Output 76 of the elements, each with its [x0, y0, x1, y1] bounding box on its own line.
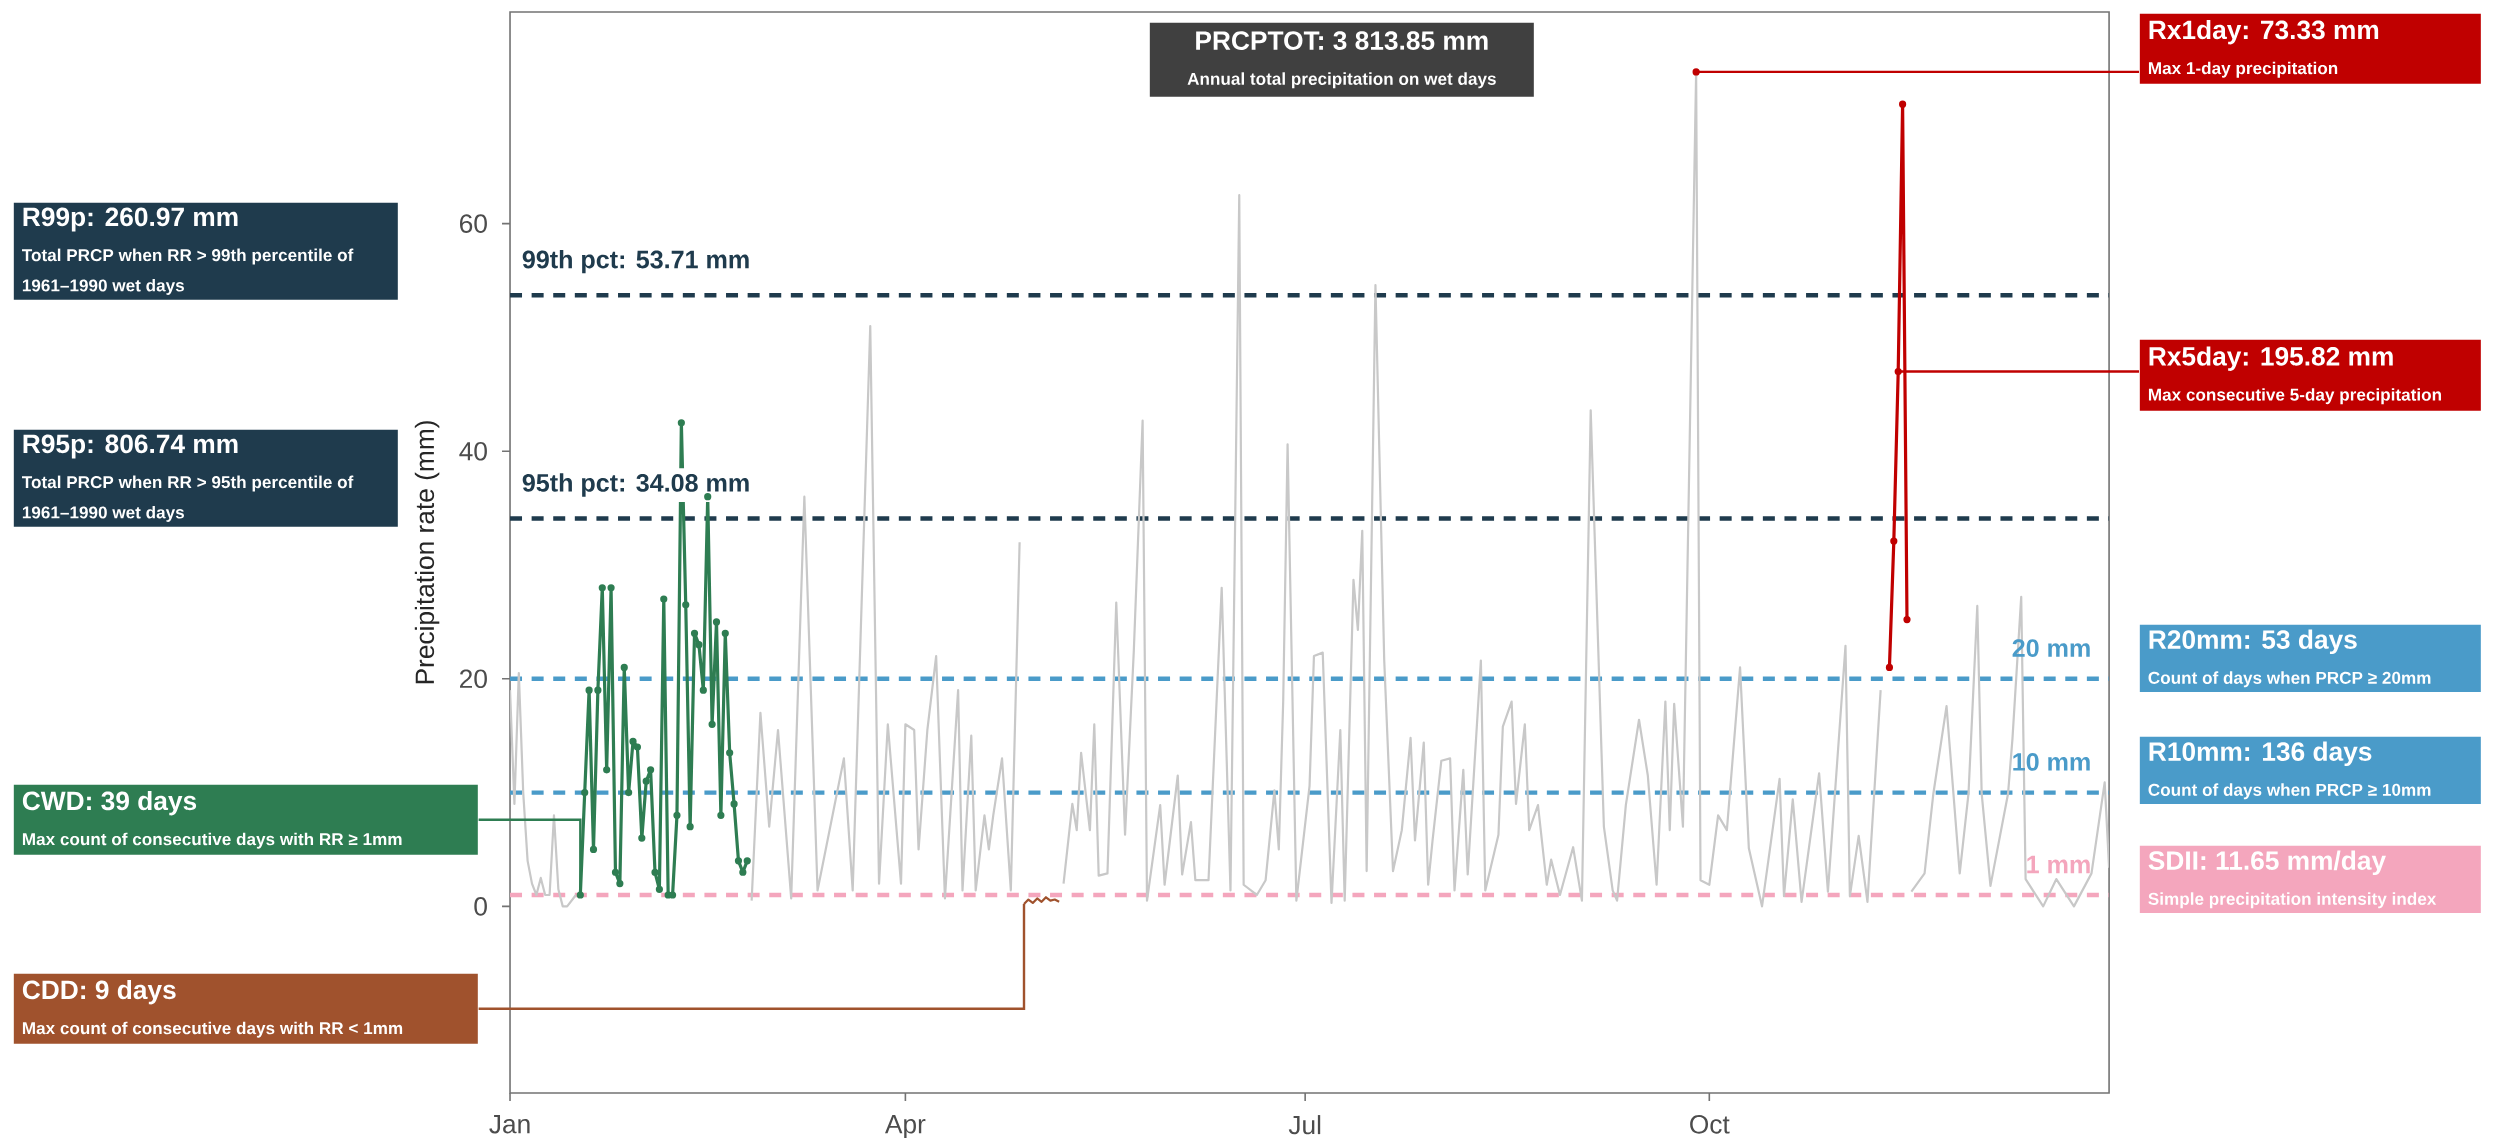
point — [1692, 68, 1700, 76]
point — [651, 868, 659, 876]
annotation: Rx1day: 73.33 mm — [2149, 19, 2379, 45]
point — [686, 823, 694, 831]
y-axis-title: Precipitation rate (mm) — [414, 421, 440, 684]
text: Count of days when PRCP ≥ 10mm — [2148, 783, 2431, 800]
y-tick-label: 0 — [474, 897, 487, 916]
point — [739, 868, 747, 876]
point — [633, 743, 642, 751]
ref-line-label: 99th pct: 53.71 mm — [522, 249, 749, 274]
point — [581, 788, 589, 797]
point — [1899, 100, 1907, 108]
text: Max 1-day precipitation — [2148, 61, 2338, 78]
point — [699, 686, 707, 694]
ref-line-label: 95th pct: 34.08 mm — [522, 473, 749, 497]
point — [620, 663, 628, 671]
point — [660, 595, 668, 603]
ref-line-label: 10 mm — [2013, 752, 2090, 771]
point — [673, 811, 681, 819]
point — [576, 891, 584, 899]
text: Count of days when PRCP ≥ 20mm — [2148, 671, 2431, 688]
point — [642, 777, 650, 785]
point — [625, 788, 633, 797]
point — [708, 720, 716, 728]
y-tick-label: 60 — [460, 214, 487, 233]
point — [1890, 537, 1898, 545]
annotation: PRCPTOT: 3 813.85 mm — [1196, 31, 1488, 50]
point — [607, 584, 615, 592]
point — [682, 601, 690, 609]
x-tick-label: Apr — [884, 1115, 926, 1138]
x-tick-label: Jul — [1288, 1115, 1321, 1135]
point — [585, 686, 593, 694]
point — [730, 800, 738, 808]
point — [704, 493, 712, 501]
point — [629, 737, 637, 745]
text: R99p: 260.97 mm — [23, 207, 238, 232]
point — [712, 618, 721, 626]
point — [1903, 616, 1911, 624]
text: Max consecutive 5-day precipitation — [2148, 388, 2441, 405]
point — [594, 686, 602, 694]
text: R20mm: 53 days — [2149, 629, 2357, 655]
point — [734, 857, 743, 865]
point — [690, 629, 699, 637]
point — [603, 766, 611, 774]
annotation: Rx5day: 195.82 mm — [2149, 346, 2393, 371]
point — [677, 419, 685, 427]
point — [638, 834, 646, 842]
text: SDII: 11.65 mm/day — [2148, 850, 2386, 876]
point — [743, 857, 751, 865]
text: Total PRCP when RR > 95th percentile of 1961–1990 wet days — [22, 475, 354, 522]
point — [598, 584, 606, 592]
point — [655, 885, 663, 893]
ref-line-label: 20 mm — [2012, 639, 2090, 657]
text: CWD: 39 days — [22, 790, 197, 816]
x-tick-label: Jan — [489, 1115, 530, 1134]
point — [589, 845, 598, 854]
y-tick-label: 20 — [460, 669, 487, 689]
point — [616, 880, 624, 888]
text: R95p: 806.74 mm — [23, 434, 238, 459]
text: Simple precipitation intensity index — [2148, 892, 2437, 909]
text: CDD: 9 days — [22, 979, 176, 1005]
point — [647, 766, 655, 774]
point — [695, 641, 703, 649]
y-tick-label: 40 — [459, 441, 487, 461]
text: Max count of consecutive days with RR < 1mm — [22, 1021, 403, 1038]
ref-line-label: 1 mm — [2027, 855, 2090, 874]
text: Max count of consecutive days with RR ≥ 1mm — [22, 832, 402, 849]
x-tick-label: Oct — [1690, 1115, 1730, 1134]
point — [726, 749, 734, 757]
annotation: Annual total precipitation on wet days — [1187, 72, 1496, 89]
text: R10mm: 136 days — [2149, 741, 2372, 767]
point — [611, 868, 620, 876]
point — [1885, 663, 1894, 671]
text: Total PRCP when RR > 99th percentile of 1961–1990 wet days — [22, 248, 354, 295]
point — [721, 629, 729, 637]
point — [717, 811, 725, 819]
